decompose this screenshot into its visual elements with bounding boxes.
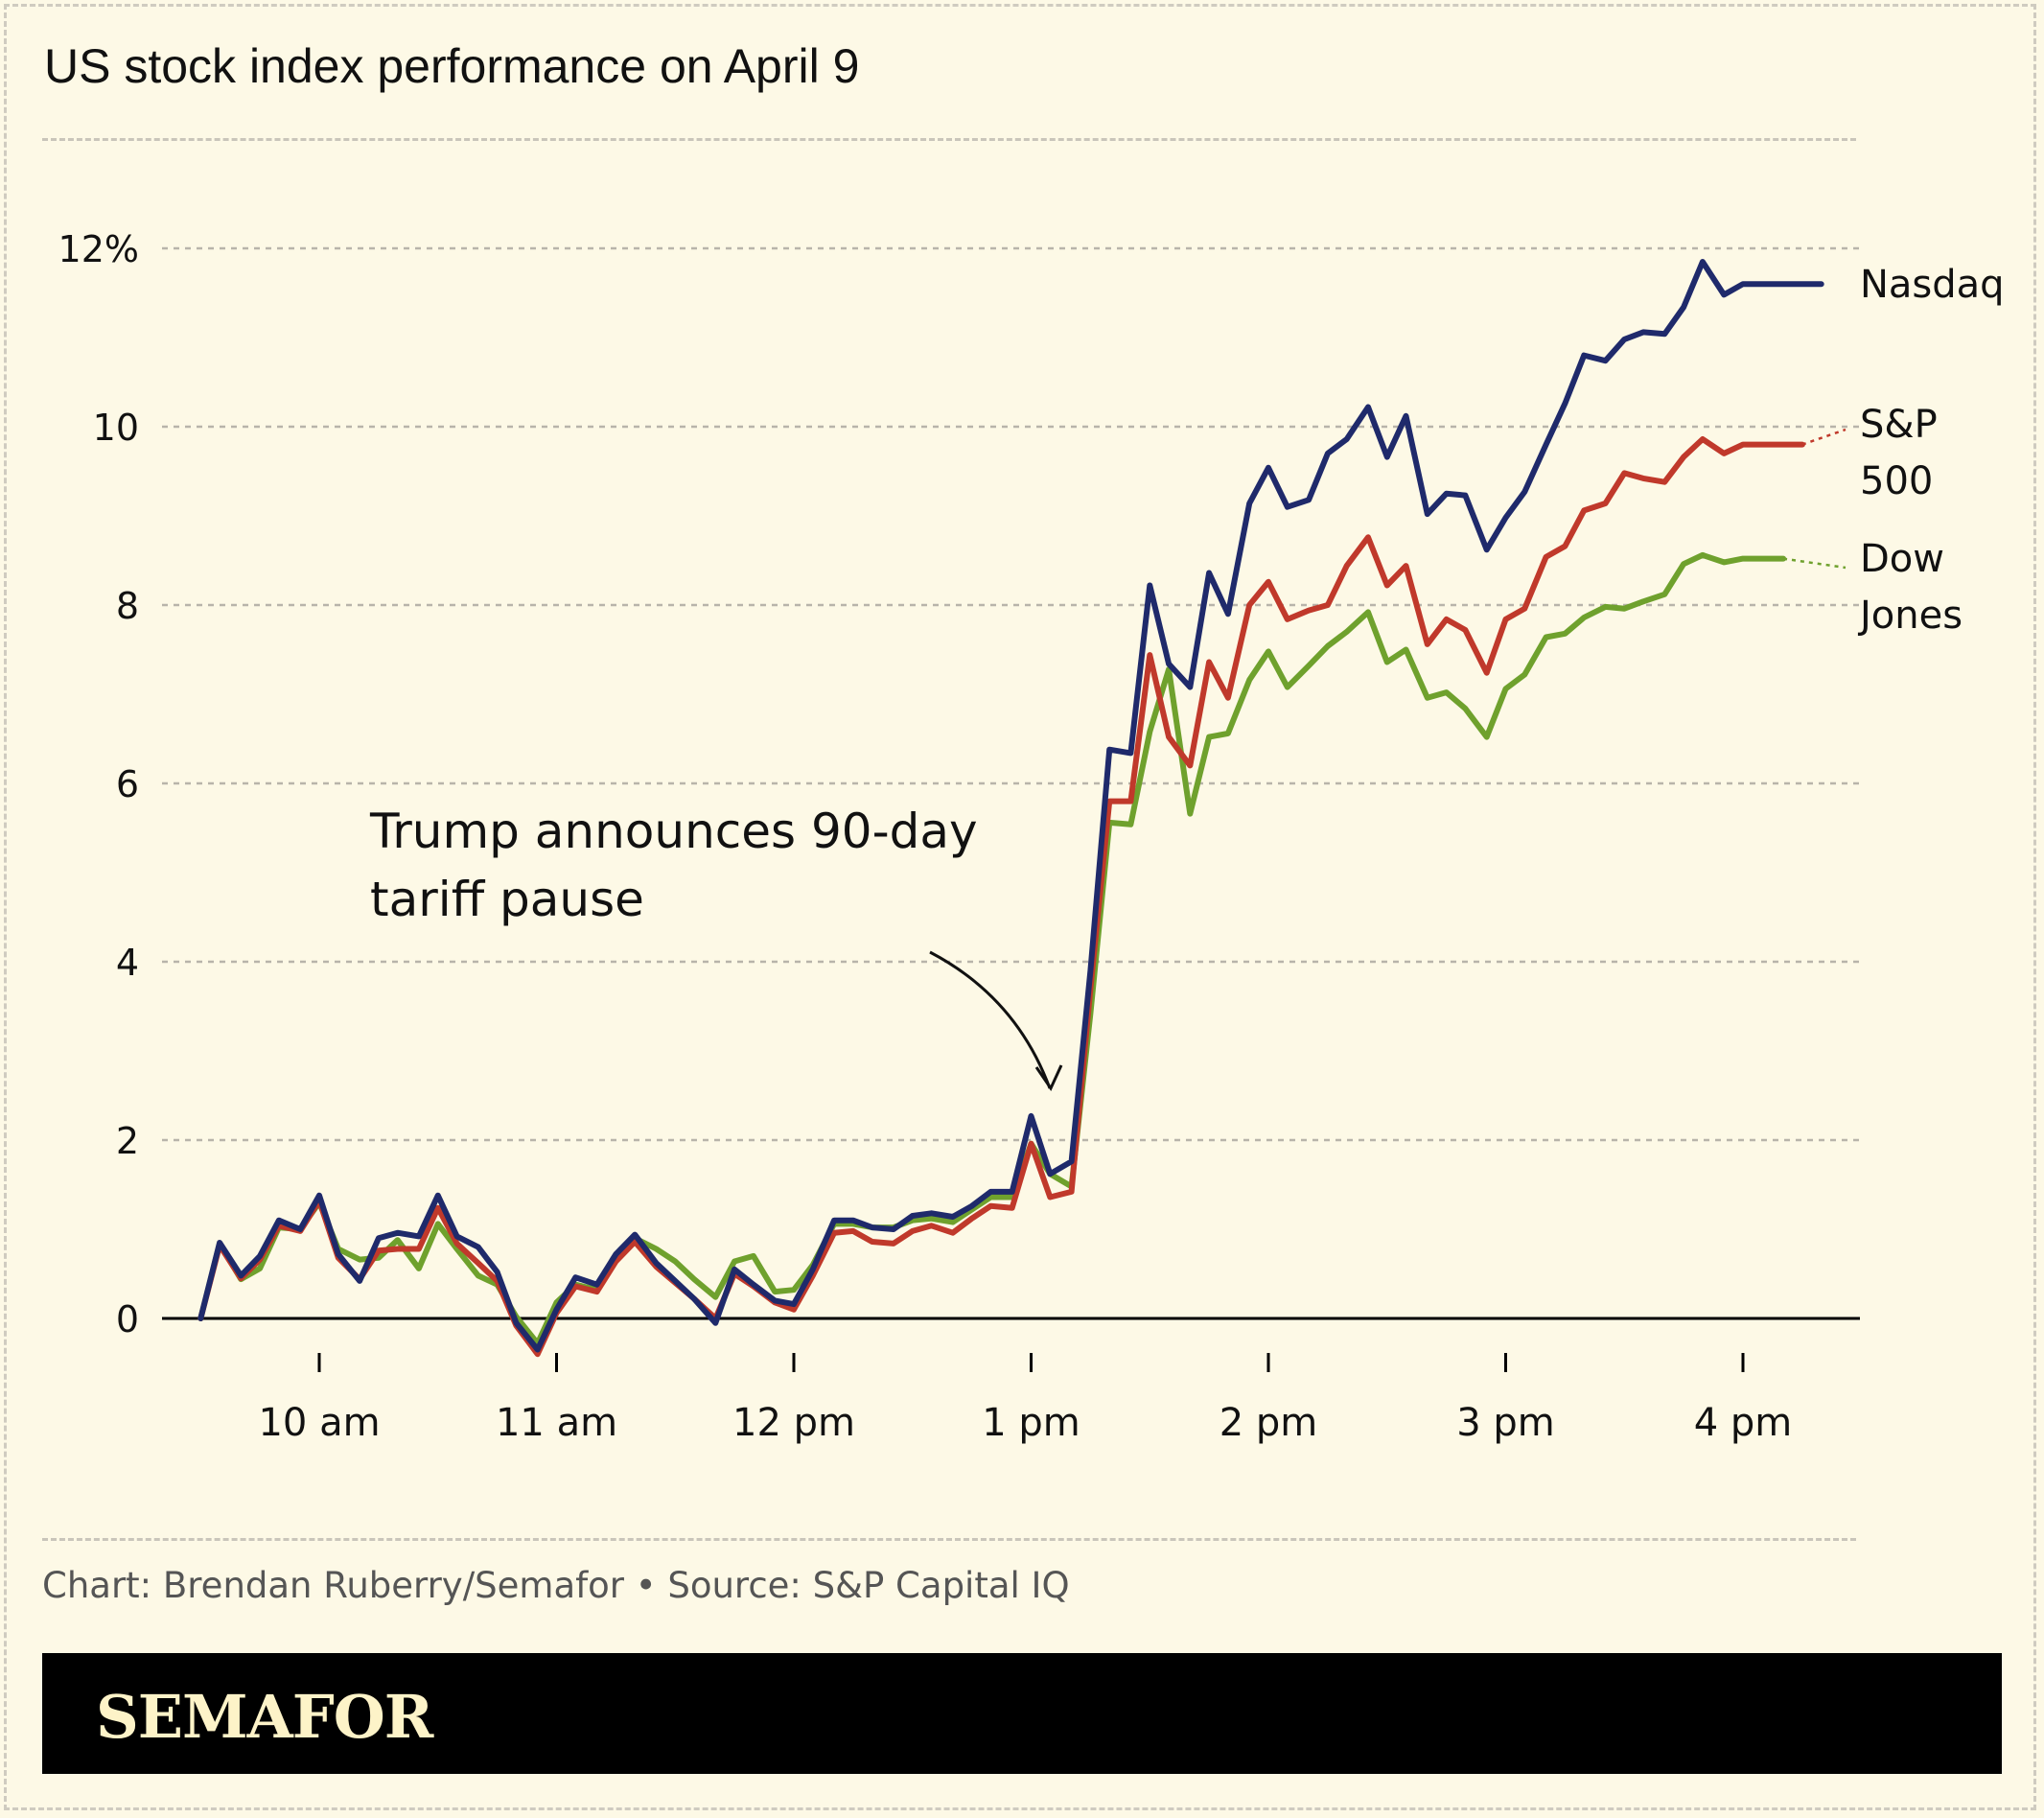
label-leader-dow bbox=[1782, 557, 1847, 570]
y-tick-label: 8 bbox=[116, 585, 139, 627]
y-tick-label: 10 bbox=[93, 407, 139, 449]
x-ticks: 10 am 11 am 12 pm 1 pm 2 pm 3 pm 4 pm bbox=[258, 1353, 1792, 1445]
y-tick-label: 4 bbox=[116, 942, 139, 984]
series-line-sp500 bbox=[197, 436, 1805, 1358]
series-label-nasdaq: Nasdaq bbox=[1860, 263, 2005, 307]
chart-credit: Chart: Brendan Ruberry/Semafor • Source:… bbox=[42, 1565, 1070, 1606]
y-tick-label: 6 bbox=[116, 763, 139, 805]
line-chart: 0 2 4 6 8 10 12% 10 am 11 am 12 pm 1 pm 2 pm 3 pm 4 … bbox=[58, 228, 2005, 1445]
y-tick-label: 12% bbox=[58, 228, 139, 270]
brand-logo: SEMAFOR bbox=[96, 1682, 433, 1752]
x-tick-label: 4 pm bbox=[1694, 1401, 1793, 1445]
series-line-dow bbox=[197, 551, 1787, 1346]
x-tick-label: 3 pm bbox=[1456, 1401, 1555, 1445]
grid-lines bbox=[162, 246, 1860, 1142]
x-tick-label: 10 am bbox=[258, 1401, 380, 1445]
annotation: Trump announces 90-day tariff pause bbox=[369, 804, 1063, 1092]
chart-title: US stock index performance on April 9 bbox=[44, 39, 860, 93]
brand-bar: SEMAFOR bbox=[42, 1653, 2002, 1774]
top-separator bbox=[42, 138, 1856, 141]
y-tick-labels: 0 2 4 6 8 10 12% bbox=[58, 228, 139, 1340]
series-label-sp500: S&P bbox=[1860, 403, 1938, 447]
chart-frame bbox=[4, 4, 2036, 1810]
series-labels: Dow Jones S&P 500 Nasdaq bbox=[1857, 263, 2005, 638]
series-label-dow: Dow bbox=[1860, 537, 1944, 581]
y-tick-label: 2 bbox=[116, 1120, 139, 1162]
series-label-sp500: 500 bbox=[1860, 459, 1933, 503]
x-tick-label: 12 pm bbox=[732, 1401, 855, 1445]
bottom-separator bbox=[42, 1538, 1856, 1541]
series-label-dow: Jones bbox=[1857, 594, 1963, 638]
y-tick-label: 0 bbox=[116, 1298, 139, 1340]
x-tick-label: 11 am bbox=[496, 1401, 617, 1445]
series-line-nasdaq bbox=[197, 259, 1824, 1353]
label-leader-sp500 bbox=[1801, 428, 1847, 446]
series-lines bbox=[197, 259, 1847, 1358]
annotation-arrow bbox=[929, 950, 1052, 1089]
annotation-text: tariff pause bbox=[370, 872, 644, 927]
annotation-text: Trump announces 90-day bbox=[369, 804, 978, 859]
annotation-arrowhead bbox=[1034, 1064, 1063, 1092]
x-tick-label: 2 pm bbox=[1219, 1401, 1318, 1445]
x-tick-label: 1 pm bbox=[982, 1401, 1080, 1445]
